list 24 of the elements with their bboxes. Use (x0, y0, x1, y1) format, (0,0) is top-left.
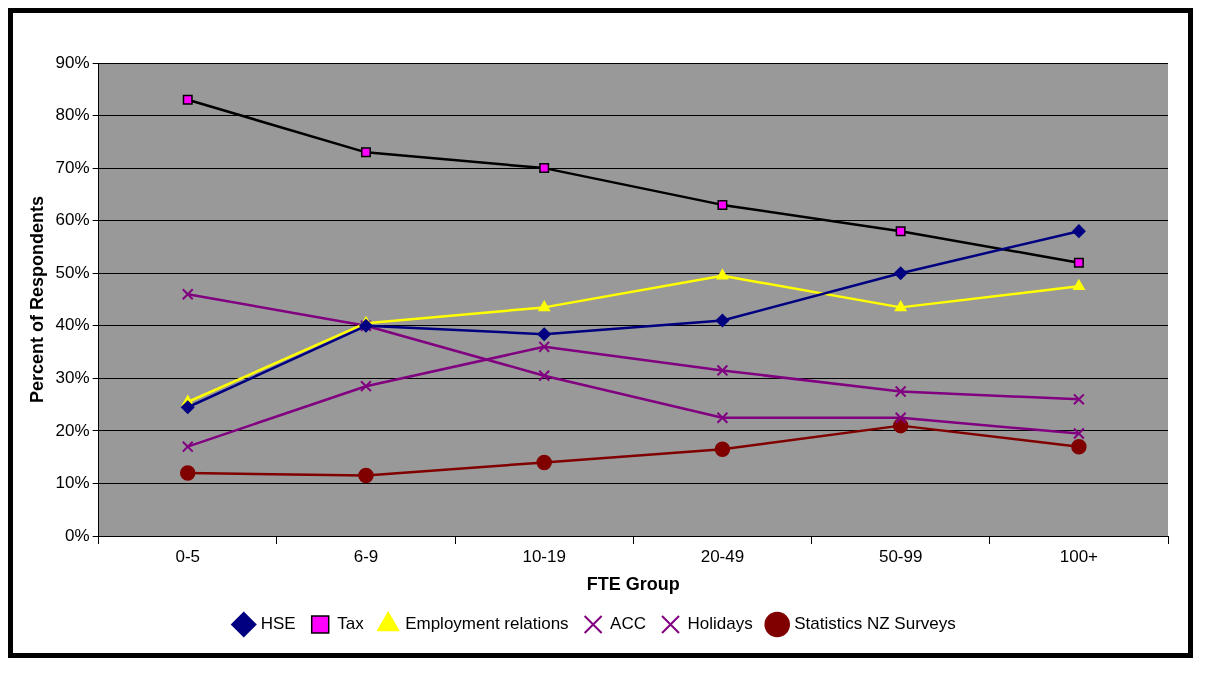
x-tick-label: 50-99 (878, 546, 923, 566)
legend-label: Holidays (687, 614, 753, 634)
y-tick-label: 50% (55, 262, 90, 282)
y-tick-label: 10% (55, 473, 90, 493)
legend-label: Employment relations (405, 614, 569, 634)
x-tick-label: 100+ (1059, 546, 1099, 566)
legend-label: HSE (260, 614, 296, 634)
y-tick-label: 90% (55, 52, 90, 72)
x-tick-label: 10-19 (522, 546, 566, 566)
y-tick-label: 60% (55, 210, 90, 230)
y-tick-label: 0% (65, 525, 90, 545)
x-tick-label: 6-9 (353, 546, 379, 566)
x-tick-label: 20-49 (700, 546, 745, 566)
y-tick-label: 70% (55, 157, 90, 177)
y-tick-label: 40% (55, 315, 90, 335)
legend-label: ACC (610, 614, 647, 634)
legend-label: Tax (337, 614, 365, 634)
x-tick-label: 0-5 (175, 546, 201, 566)
y-axis-title: Percent of Respondents (26, 195, 47, 404)
legend-label: Statistics NZ Surveys (794, 614, 956, 634)
x-axis-title: FTE Group (586, 574, 680, 595)
y-tick-label: 30% (55, 368, 90, 388)
y-tick-label: 80% (55, 105, 90, 125)
y-tick-label: 20% (55, 420, 90, 440)
